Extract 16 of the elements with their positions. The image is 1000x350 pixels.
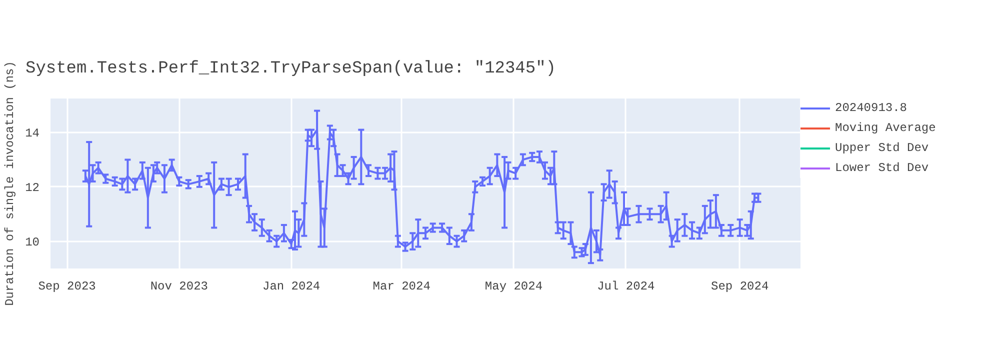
y-tick-label: 10 [25,235,40,250]
x-tick-label: Mar 2024 [372,280,430,294]
x-tick-label: Jul 2024 [597,280,655,294]
legend-label: 20240913.8 [835,101,908,115]
x-tick-label: Sep 2024 [711,280,769,294]
x-tick-label: Jan 2024 [262,280,320,294]
legend-label: Upper Std Dev [835,141,929,155]
legend-label: Moving Average [835,121,936,135]
x-tick-label: May 2024 [484,280,543,294]
x-tick-label: Sep 2023 [38,280,96,294]
y-tick-label: 12 [25,180,40,195]
y-axis-title: Duration of single invocation (ns) [3,61,18,306]
x-tick-label: Nov 2023 [150,280,208,294]
y-tick-label: 14 [25,126,40,140]
legend-label: Lower Std Dev [835,161,929,175]
chart-title: System.Tests.Perf_Int32.TryParseSpan(value: "12345") [26,60,556,78]
